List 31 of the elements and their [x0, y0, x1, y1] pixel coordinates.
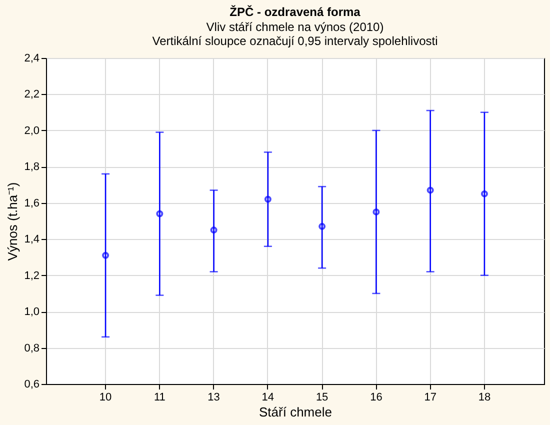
y-tick-label: 1,6 — [24, 197, 40, 210]
y-tick-label: 1,2 — [24, 270, 40, 282]
y-tick-label: 1,0 — [24, 306, 40, 318]
x-tick-label: 10 — [99, 392, 112, 404]
point — [102, 252, 110, 259]
point — [318, 222, 326, 230]
x-tick-label: 14 — [262, 392, 274, 404]
x-axis-title: Stáří chmele — [259, 404, 332, 420]
y-axis-title: Výnos (t.ha⁻¹) — [5, 182, 20, 261]
point — [264, 196, 272, 203]
point — [372, 208, 380, 216]
text: Vertikální sloupce označují 0,95 intervaly spolehlivosti — [152, 34, 438, 48]
x-tick-label: 15 — [316, 392, 328, 404]
y-tick-label: 0,6 — [24, 378, 40, 390]
point — [426, 186, 434, 194]
x-tick-label: 18 — [478, 392, 491, 404]
y-tick-label: 1,4 — [24, 234, 40, 246]
x-tick-label: 16 — [370, 392, 382, 404]
y-tick-label: 0,8 — [24, 342, 40, 354]
chart-title: ŽPČ - ozdravená forma — [230, 5, 361, 19]
x-tick-label: 17 — [424, 392, 436, 404]
x-tick-label: 13 — [208, 392, 220, 404]
x-tick-label: 11 — [154, 392, 166, 404]
point — [156, 210, 164, 218]
point — [210, 226, 218, 234]
point — [480, 190, 488, 198]
y-tick-label: 2,2 — [24, 88, 40, 101]
text: Vliv stáří chmele na výnos (2010) — [206, 20, 384, 34]
y-tick-label: 2,4 — [24, 52, 40, 64]
y-tick-label: 2,0 — [24, 124, 40, 137]
y-tick-label: 1,8 — [24, 161, 40, 174]
